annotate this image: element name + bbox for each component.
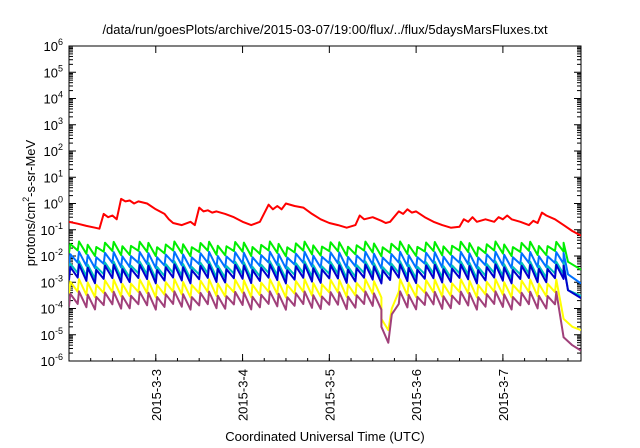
- y-tick-base: 10: [44, 118, 58, 133]
- y-tick-label: 10-6: [41, 352, 63, 369]
- x-axis-label: Coordinated Universal Time (UTC): [225, 429, 424, 444]
- y-axis-label-tail: -s-sr-MeV: [23, 139, 38, 196]
- series-line-6: [69, 278, 581, 332]
- series-layer: [69, 197, 581, 352]
- y-tick-label: 103: [44, 116, 63, 133]
- x-tick-label: 2015-3-3: [149, 369, 164, 421]
- series-line-2: [69, 240, 581, 271]
- y-tick-exp: -6: [55, 352, 63, 362]
- y-axis: 10-610-510-410-310-210-11001011021031041…: [41, 37, 581, 369]
- y-tick-base: 10: [44, 170, 58, 185]
- chart-title: /data/run/goesPlots/archive/2015-03-07/1…: [102, 22, 548, 37]
- y-tick-label: 106: [44, 37, 63, 54]
- y-tick-label: 105: [44, 63, 63, 80]
- x-tick-label: 2015-3-7: [496, 369, 511, 421]
- y-tick-label: 101: [44, 168, 63, 185]
- y-tick-base: 10: [44, 65, 58, 80]
- y-axis-label-sup: 2: [21, 197, 31, 202]
- y-tick-exp: -1: [55, 221, 63, 231]
- y-tick-label: 10-5: [41, 326, 63, 343]
- y-tick-base: 10: [41, 249, 55, 264]
- y-tick-exp: 0: [58, 195, 63, 205]
- y-tick-exp: -4: [55, 300, 63, 310]
- y-tick-exp: -5: [55, 326, 63, 336]
- series-line-7: [69, 290, 581, 352]
- y-tick-exp: 6: [58, 37, 63, 47]
- y-tick-exp: -3: [55, 273, 63, 283]
- y-tick-label: 102: [44, 142, 63, 159]
- y-tick-base: 10: [44, 197, 58, 212]
- y-tick-base: 10: [41, 223, 55, 238]
- y-tick-label: 100: [44, 195, 63, 212]
- y-tick-base: 10: [41, 275, 55, 290]
- y-tick-label: 10-3: [41, 273, 63, 290]
- y-tick-label: 104: [44, 90, 63, 107]
- x-tick-label: 2015-3-5: [322, 369, 337, 421]
- series-line-1: [69, 197, 581, 237]
- series-line-3: [69, 250, 581, 285]
- y-tick-exp: 4: [58, 90, 63, 100]
- y-tick-exp: 5: [58, 63, 63, 73]
- y-tick-base: 10: [44, 92, 58, 107]
- x-axis: 2015-3-3 2015-3-4 2015-3-5 2015-3-6 2015-3-7: [68, 46, 569, 421]
- y-tick-base: 10: [41, 354, 55, 369]
- y-tick-exp: 1: [58, 168, 63, 178]
- y-tick-exp: -2: [55, 247, 63, 257]
- y-tick-label: 10-1: [41, 221, 63, 238]
- series-line-5: [69, 263, 581, 299]
- y-tick-exp: 3: [58, 116, 63, 126]
- y-tick-base: 10: [44, 144, 58, 159]
- y-tick-exp: 2: [58, 142, 63, 152]
- x-tick-label: 2015-3-6: [409, 369, 424, 421]
- y-tick-base: 10: [44, 39, 58, 54]
- y-tick-base: 10: [41, 302, 55, 317]
- y-axis-label-main: protons/cm: [23, 202, 38, 266]
- y-tick-label: 10-4: [41, 300, 63, 317]
- y-axis-label: protons/cm2-s-sr-MeV: [21, 139, 38, 266]
- y-tick-label: 10-2: [41, 247, 63, 264]
- x-tick-label: 2015-3-4: [236, 369, 251, 421]
- y-tick-base: 10: [41, 328, 55, 343]
